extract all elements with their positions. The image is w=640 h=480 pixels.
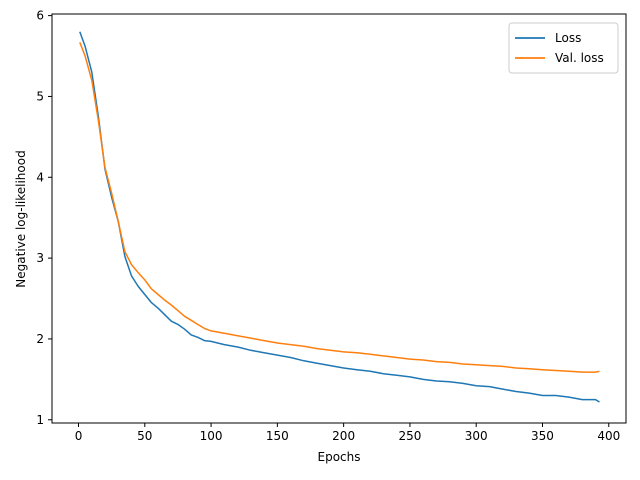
x-tick-label: 400 [597,429,620,443]
legend-label-loss: Loss [555,31,581,45]
y-tick-label: 2 [36,332,44,346]
y-axis-label: Negative log-likelihood [14,150,28,287]
x-ticks: 0 50 100 150 200 250 300 350 400 [75,423,620,443]
y-tick-label: 4 [36,170,44,184]
x-tick-label: 350 [531,429,554,443]
x-tick-label: 0 [75,429,83,443]
y-ticks: 1 2 3 4 5 6 [36,9,52,427]
x-tick-label: 150 [266,429,289,443]
y-tick-label: 3 [36,251,44,265]
x-tick-label: 200 [332,429,355,443]
plot-frame [51,13,627,424]
legend-box [508,22,619,74]
series-group [79,31,600,403]
series-line-val-loss [79,42,600,373]
y-tick-label: 5 [36,89,44,103]
y-tick-label: 6 [36,9,44,23]
x-tick-label: 100 [200,429,223,443]
legend-label-val-loss: Val. loss [555,51,604,65]
legend: Loss Val. loss [508,22,619,74]
x-tick-label: 50 [137,429,152,443]
y-tick-label: 1 [36,413,44,427]
x-tick-label: 300 [465,429,488,443]
x-tick-label: 250 [398,429,421,443]
series-line-loss [79,31,600,403]
x-axis-label: Epochs [318,450,361,464]
